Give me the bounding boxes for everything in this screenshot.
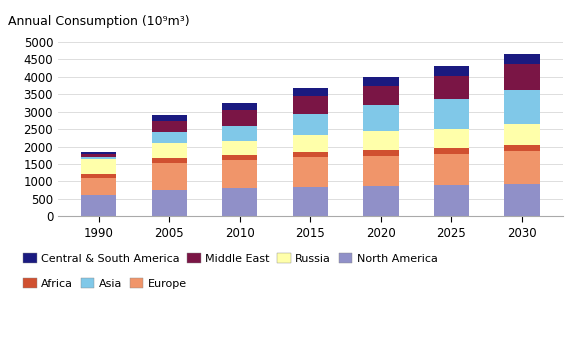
Bar (293, 88, 328, 96)
Bar (222, 141, 258, 155)
Bar (151, 163, 187, 190)
Bar (222, 103, 258, 110)
Bar (151, 143, 187, 158)
Bar (434, 129, 469, 148)
Bar (434, 185, 469, 216)
Bar (222, 126, 258, 141)
Bar (434, 154, 469, 185)
Bar (81, 154, 116, 157)
Bar (81, 195, 116, 216)
Bar (222, 188, 258, 216)
Bar (363, 186, 398, 216)
Bar (434, 66, 469, 75)
Bar (222, 110, 258, 126)
Legend: Africa, Asia, Europe: Africa, Asia, Europe (23, 278, 187, 289)
Bar (151, 115, 187, 121)
Bar (222, 160, 258, 188)
Bar (151, 132, 187, 143)
Bar (293, 187, 328, 216)
Bar (293, 135, 328, 152)
Bar (434, 98, 469, 129)
Bar (293, 152, 328, 157)
Bar (363, 77, 398, 86)
Bar (363, 105, 398, 131)
Bar (505, 90, 539, 124)
Bar (434, 148, 469, 154)
Bar (81, 157, 116, 159)
Bar (81, 159, 116, 174)
Bar (151, 190, 187, 216)
Bar (505, 184, 539, 216)
Bar (363, 150, 398, 156)
Bar (151, 158, 187, 163)
Bar (293, 157, 328, 187)
Bar (81, 152, 116, 154)
Bar (293, 114, 328, 135)
Text: Annual Consumption (10⁹m³): Annual Consumption (10⁹m³) (8, 15, 189, 28)
Bar (505, 54, 539, 64)
Bar (434, 75, 469, 98)
Bar (151, 121, 187, 132)
Bar (505, 64, 539, 90)
Bar (363, 131, 398, 150)
Bar (81, 178, 116, 195)
Bar (293, 96, 328, 114)
Bar (81, 174, 116, 178)
Bar (363, 86, 398, 105)
Bar (505, 151, 539, 184)
Bar (363, 156, 398, 186)
Bar (505, 144, 539, 151)
Bar (222, 155, 258, 160)
Bar (505, 124, 539, 145)
